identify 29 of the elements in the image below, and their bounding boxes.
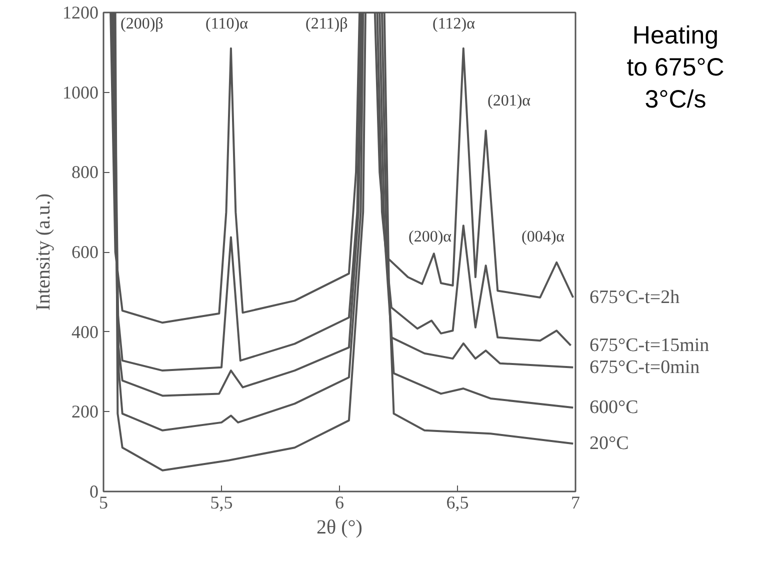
series-label: 20°C (590, 433, 629, 454)
annotation: (201)α (488, 92, 532, 110)
series-label: 675°C-t=15min (590, 334, 710, 356)
x-tick-label: 7 (571, 492, 580, 512)
y-tick-label: 1000 (62, 82, 98, 102)
y-tick-label: 200 (72, 402, 98, 422)
series-label: 675°C-t=0min (590, 356, 700, 378)
text: 3°C/s (644, 86, 706, 114)
annotation: (004)α (522, 228, 566, 246)
y-tick-label: 800 (72, 162, 98, 182)
series-label: 675°C-t=2h (590, 287, 680, 308)
y-tick-label: 400 (72, 322, 98, 342)
y-tick-label: 600 (72, 242, 98, 262)
annotation: (211)β (306, 16, 348, 32)
annotation: (112)α (432, 16, 476, 32)
series-label: 600°C (590, 397, 638, 418)
text: Heating (632, 22, 719, 50)
x-tick-label: 5 (99, 492, 108, 512)
y-axis-title: Intensity (a.u.) (32, 193, 54, 311)
annotation: (200)β (120, 16, 164, 32)
x-tick-label: 6,5 (446, 492, 469, 512)
x-tick-label: 6 (335, 492, 344, 512)
x-tick-label: 5,5 (210, 492, 233, 512)
text: to 675°C (626, 54, 724, 82)
annotation: (200)α (408, 228, 452, 246)
y-tick-label: 0 (90, 482, 98, 502)
y-tick-label: 1200 (62, 2, 98, 22)
x-axis-title: 2θ (°) (316, 516, 362, 538)
annotation: (110)α (206, 16, 249, 32)
